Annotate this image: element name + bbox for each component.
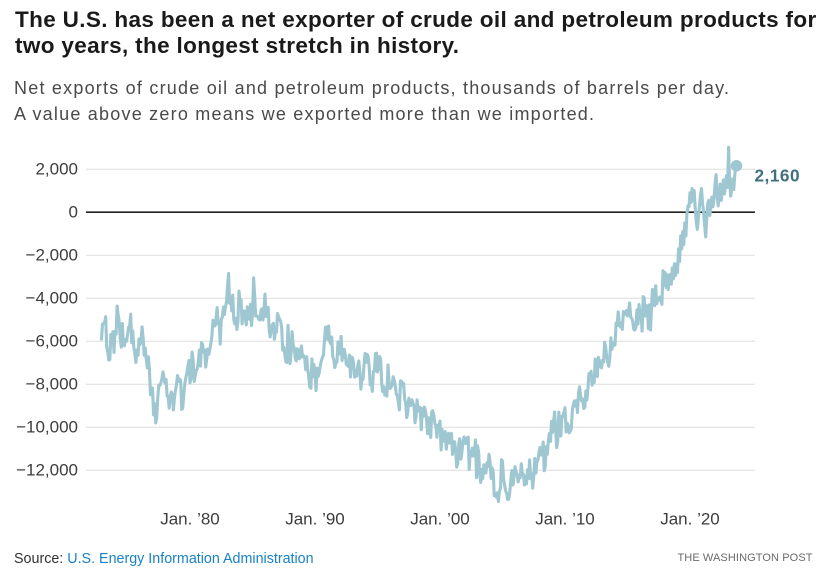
svg-text:2,160: 2,160: [755, 166, 801, 186]
svg-text:−12,000: −12,000: [16, 461, 78, 480]
svg-text:0: 0: [69, 203, 78, 222]
svg-text:−8,000: −8,000: [26, 375, 78, 394]
svg-text:Jan. ’10: Jan. ’10: [535, 510, 595, 529]
svg-text:−6,000: −6,000: [26, 332, 78, 351]
svg-text:−10,000: −10,000: [16, 418, 78, 437]
svg-text:Jan. ’80: Jan. ’80: [160, 510, 220, 529]
svg-text:−2,000: −2,000: [26, 246, 78, 265]
svg-text:Jan. ’00: Jan. ’00: [410, 510, 470, 529]
svg-text:2,000: 2,000: [35, 160, 78, 179]
svg-text:−4,000: −4,000: [26, 289, 78, 308]
svg-text:Jan. ’20: Jan. ’20: [660, 510, 720, 529]
svg-text:Jan. ’90: Jan. ’90: [285, 510, 345, 529]
